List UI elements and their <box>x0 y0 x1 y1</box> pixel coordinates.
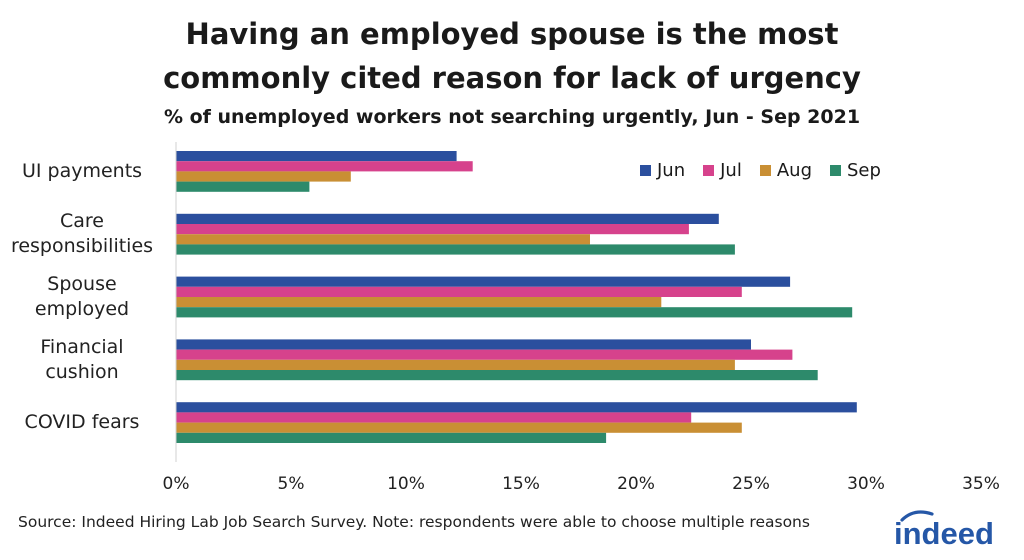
x-tick-label: 35% <box>962 474 1000 494</box>
source-note: Source: Indeed Hiring Lab Job Search Sur… <box>18 513 810 531</box>
logo-text: indeed <box>894 516 994 551</box>
x-tick-label: 20% <box>617 474 655 494</box>
bar-spouse-employed-aug <box>176 297 662 308</box>
category-label-line: Care <box>60 210 104 233</box>
category-label-line: Financial <box>40 335 124 358</box>
legend: Jun Jul Aug Sep <box>640 160 881 181</box>
legend-item-sep: Sep <box>830 160 881 181</box>
chart-title-line-2: commonly cited reason for lack of urgenc… <box>163 61 861 95</box>
bar-care-responsibilities-jun <box>176 213 719 224</box>
x-tick-label: 30% <box>847 474 885 494</box>
bar-spouse-employed-sep <box>176 307 853 318</box>
bar-chart <box>175 142 857 462</box>
bar-spouse-employed-jun <box>176 276 791 287</box>
category-label-line: COVID fears <box>24 411 140 434</box>
legend-label: Jul <box>720 160 742 181</box>
bar-covid-fears-sep <box>176 432 607 443</box>
category-label-financial-cushion: Financial cushion <box>2 335 162 385</box>
indeed-logo: indeed <box>894 510 994 551</box>
category-label-care-responsibilities: Care responsibilities <box>2 209 162 259</box>
bar-care-responsibilities-aug <box>176 234 590 245</box>
legend-swatch <box>640 165 651 176</box>
bar-financial-cushion-jul <box>176 349 793 360</box>
x-tick-label: 10% <box>387 474 425 494</box>
legend-item-jul: Jul <box>703 160 742 181</box>
chart-subtitle: % of unemployed workers not searching ur… <box>163 106 861 128</box>
bar-financial-cushion-jun <box>176 339 751 350</box>
bar-care-responsibilities-jul <box>176 224 689 235</box>
category-label-line: UI payments <box>21 159 143 182</box>
legend-label: Aug <box>776 160 812 181</box>
x-tick-label: 5% <box>277 474 305 494</box>
legend-label: Jun <box>657 160 686 181</box>
category-label-spouse-employed: Spouse employed <box>2 272 162 322</box>
bar-spouse-employed-jul <box>176 286 742 297</box>
x-tick-label: 25% <box>732 474 770 494</box>
legend-item-jun: Jun <box>640 160 685 181</box>
bar-financial-cushion-sep <box>176 370 818 381</box>
bar-ui-payments-jun <box>176 151 457 162</box>
chart-title-line-1: Having an employed spouse is the most <box>185 17 839 51</box>
x-tick-label: 15% <box>502 474 540 494</box>
legend-swatch <box>759 165 771 176</box>
category-label-ui-payments: UI payments <box>2 159 162 184</box>
legend-swatch <box>830 165 841 176</box>
x-tick-label: 0% <box>162 474 190 494</box>
category-label-line: responsibilities <box>10 235 154 258</box>
bar-ui-payments-jul <box>176 161 473 172</box>
legend-swatch <box>703 165 715 176</box>
category-label-covid-fears: COVID fears <box>2 410 162 435</box>
bar-ui-payments-aug <box>176 171 351 182</box>
category-label-line: cushion <box>45 360 119 383</box>
bar-covid-fears-jun <box>176 402 857 413</box>
bar-financial-cushion-aug <box>176 359 735 370</box>
bar-covid-fears-aug <box>176 422 742 433</box>
bar-care-responsibilities-sep <box>176 244 735 255</box>
category-label-line: Spouse <box>47 273 117 295</box>
category-label-line: employed <box>34 298 130 320</box>
bar-covid-fears-jul <box>176 412 692 423</box>
bar-ui-payments-sep <box>176 181 310 192</box>
legend-item-aug: Aug <box>759 160 812 181</box>
legend-label: Sep <box>847 160 881 181</box>
